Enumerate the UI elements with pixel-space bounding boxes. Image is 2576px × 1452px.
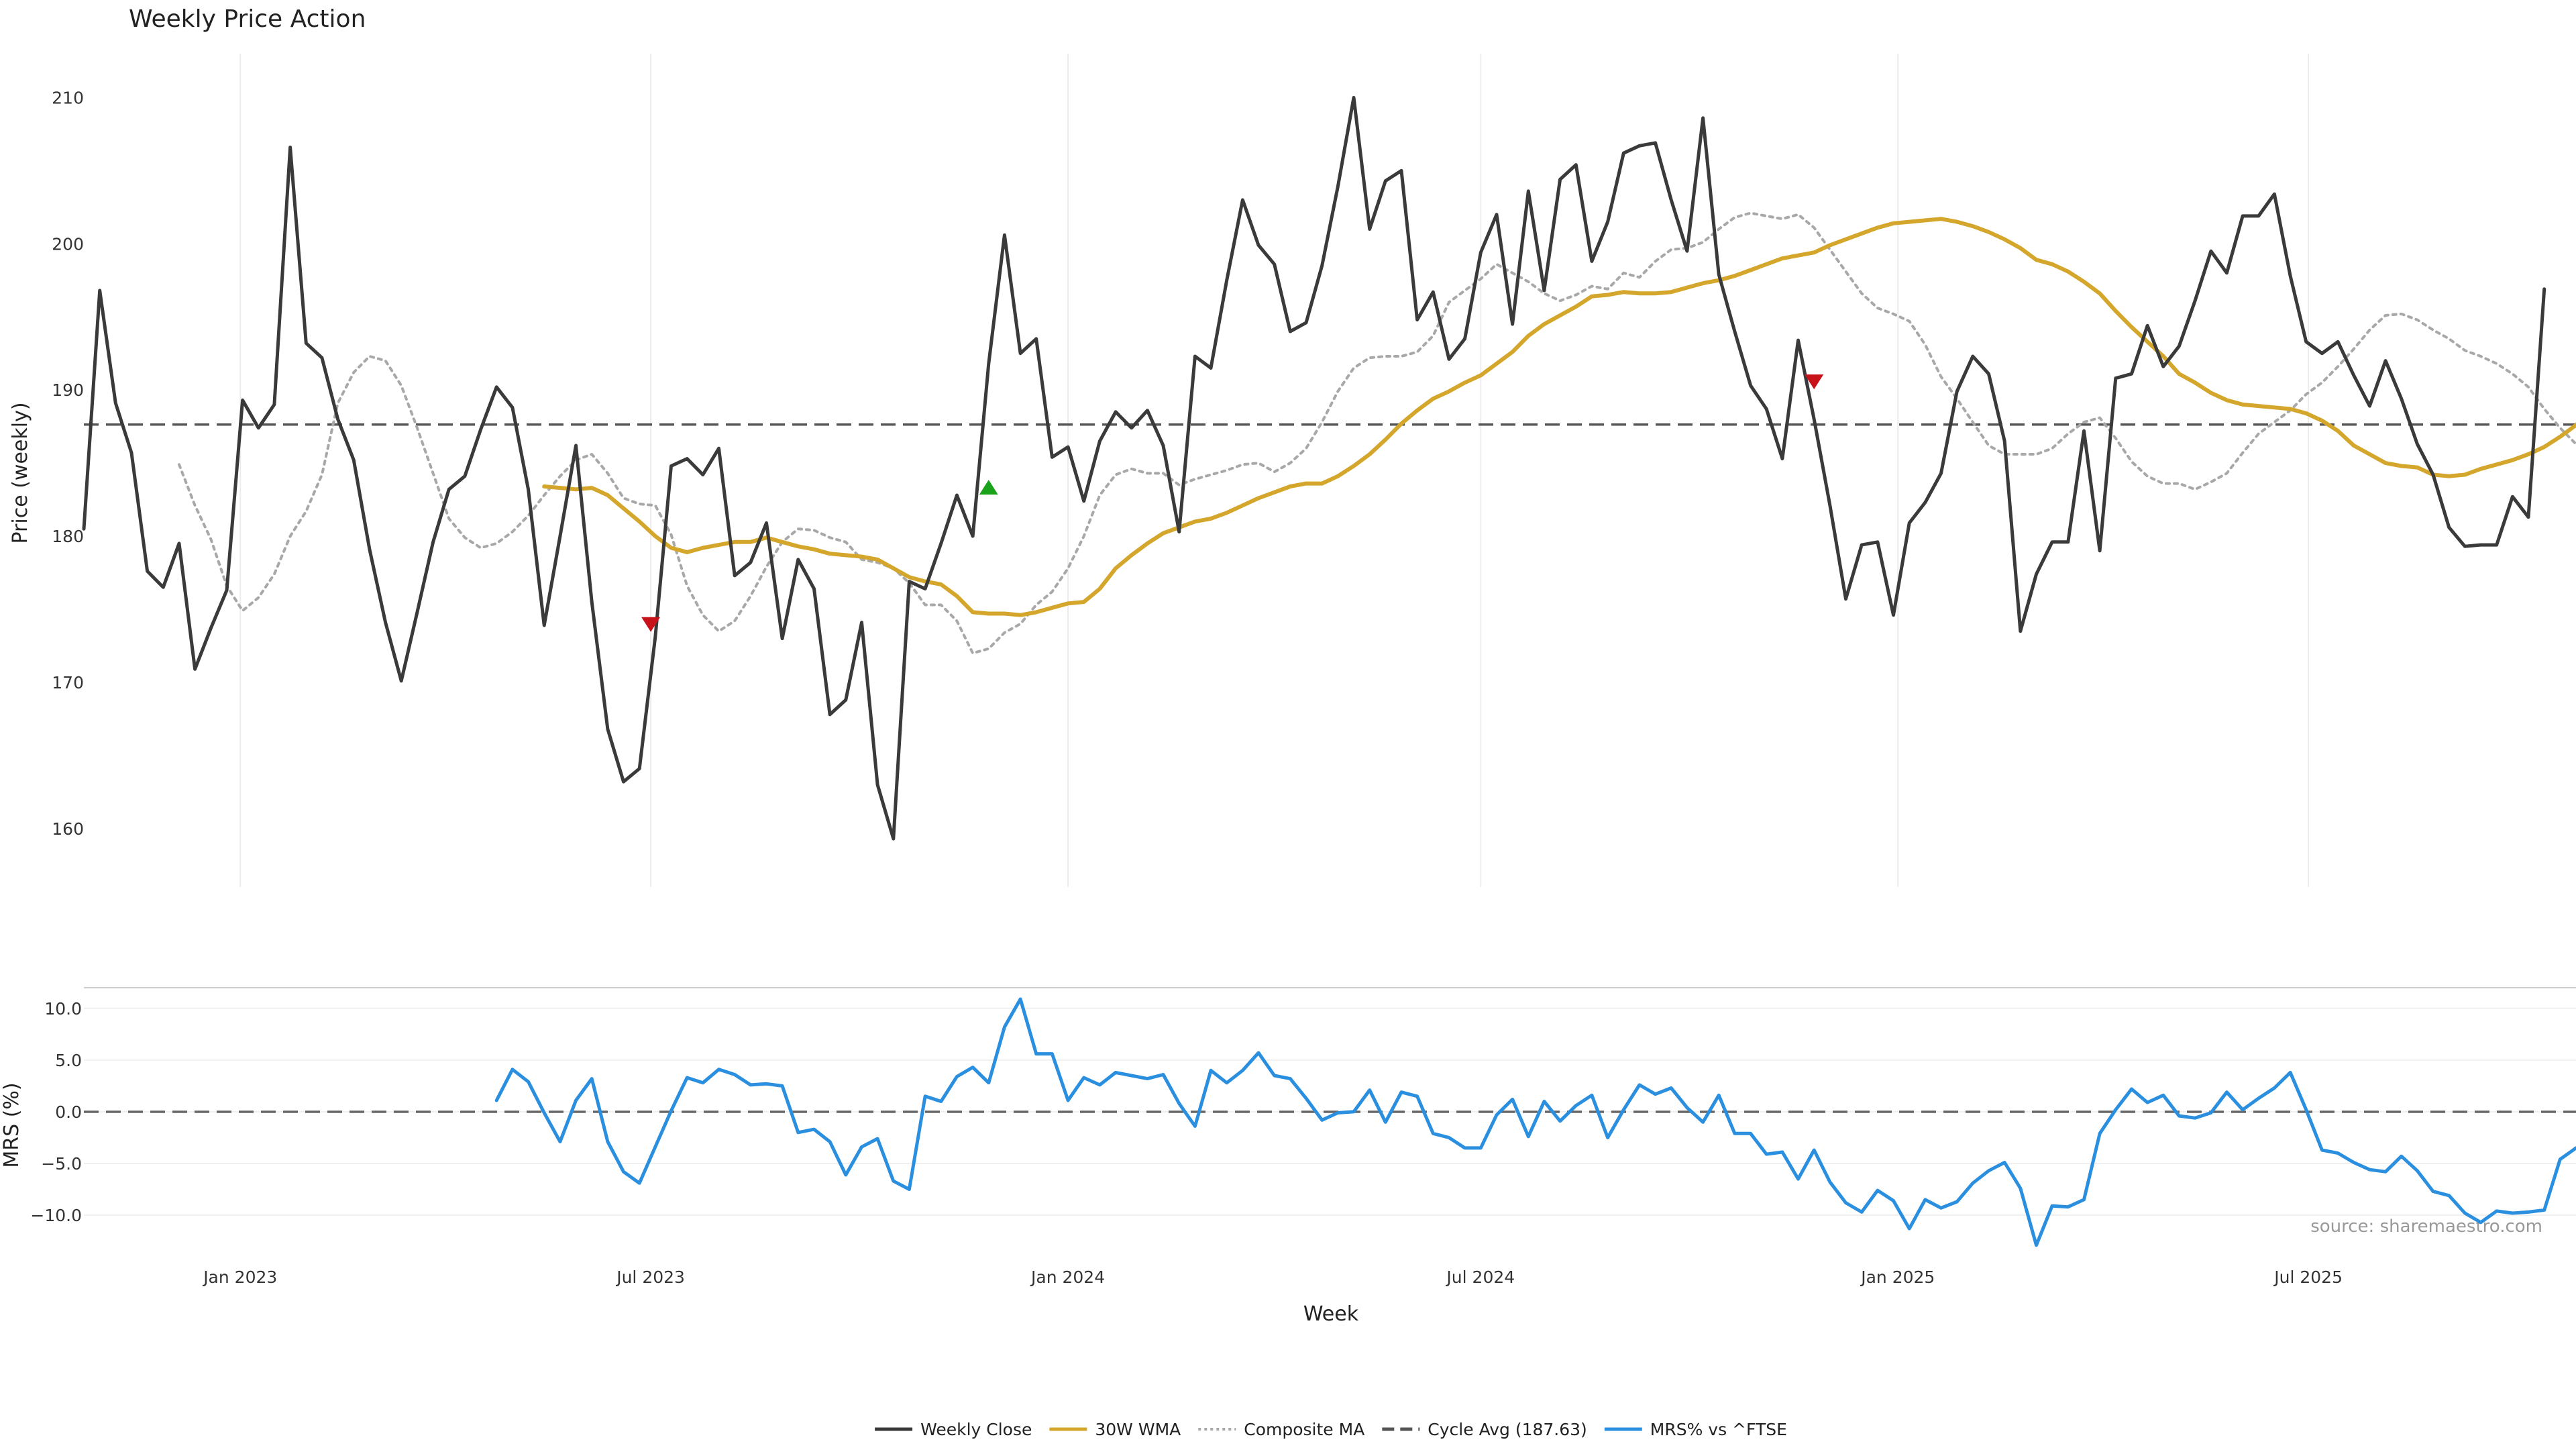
- legend-label-cycle: Cycle Avg (187.63): [1428, 1420, 1587, 1439]
- price-grid: [239, 54, 2310, 887]
- legend-label-close: Weekly Close: [920, 1420, 1032, 1439]
- chart-title: Weekly Price Action: [129, 5, 366, 33]
- price-y-tick-label: 200: [52, 234, 84, 254]
- legend-label-wma: 30W WMA: [1095, 1420, 1181, 1439]
- price-series: [82, 95, 2576, 841]
- wma-30w-line: [542, 217, 2576, 617]
- price-y-tick-label: 170: [52, 673, 84, 692]
- sell-signal-marker: [1805, 374, 1824, 390]
- price-y-tick-label: 160: [52, 819, 84, 839]
- price-y-tick-label: 190: [52, 380, 84, 400]
- mrs-grid: [84, 987, 2576, 1216]
- mrs-y-ticks: −10.0 −5.0 0.0 5.0 10.0: [30, 999, 82, 1225]
- x-tick-label: Jan 2024: [1030, 1267, 1105, 1287]
- x-tick-label: Jan 2025: [1860, 1267, 1935, 1287]
- legend-label-composite: Composite MA: [1244, 1420, 1364, 1439]
- mrs-y-axis-label: MRS (%): [0, 1082, 23, 1168]
- x-ticks: Jan 2023 Jul 2023 Jan 2024 Jul 2024 Jan 2025…: [202, 1267, 2343, 1287]
- buy-signal-marker: [979, 480, 998, 495]
- legend: Weekly Close 30W WMA Composite MA Cycle Avg…: [875, 1420, 1787, 1439]
- mrs-y-tick-label: −5.0: [41, 1154, 82, 1174]
- mrs-y-tick-label: 5.0: [55, 1051, 82, 1070]
- price-y-ticks: 160 170 180 190 200 210: [52, 88, 84, 838]
- legend-label-mrs: MRS% vs ^FTSE: [1650, 1420, 1787, 1439]
- price-y-tick-label: 210: [52, 88, 84, 107]
- composite-ma-line: [178, 211, 2576, 655]
- x-axis-label: Week: [1303, 1302, 1359, 1326]
- mrs-y-tick-label: 0.0: [55, 1102, 82, 1122]
- x-tick-label: Jul 2024: [1445, 1267, 1515, 1287]
- price-y-tick-label: 180: [52, 527, 84, 546]
- mrs-series: [84, 997, 2576, 1247]
- mrs-y-tick-label: 10.0: [44, 999, 82, 1019]
- mrs-y-tick-label: −10.0: [30, 1206, 82, 1225]
- source-note: source: sharemaestro.com: [2310, 1216, 2542, 1237]
- x-tick-label: Jan 2023: [202, 1267, 277, 1287]
- x-tick-label: Jul 2023: [615, 1267, 685, 1287]
- mrs-line: [494, 997, 2576, 1247]
- x-tick-label: Jul 2025: [2273, 1267, 2343, 1287]
- signal-markers: [641, 374, 1824, 632]
- price-y-axis-label: Price (weekly): [9, 402, 32, 543]
- sell-signal-marker: [641, 617, 661, 632]
- weekly-close-line: [82, 95, 2546, 841]
